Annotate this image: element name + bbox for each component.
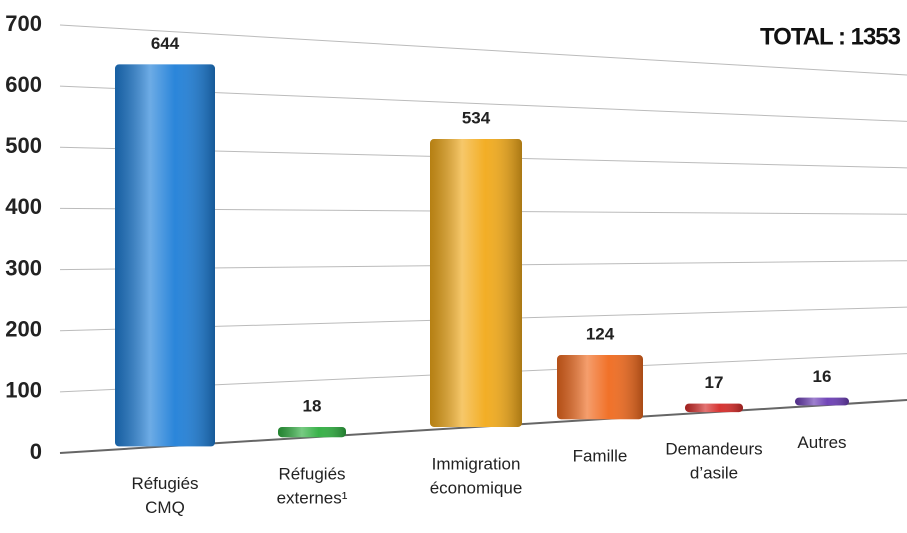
value-label: 534 [462, 109, 491, 128]
y-tick-label: 300 [5, 255, 42, 280]
bar-shine [115, 64, 215, 447]
bar-shine [278, 427, 346, 438]
grid-line [59, 24, 907, 76]
total-annotation: TOTAL : 1353 [760, 23, 901, 50]
bar-shine [685, 403, 743, 413]
y-tick-label: 400 [5, 194, 42, 219]
value-label: 16 [813, 367, 832, 386]
x-tick-label: externes¹ [277, 489, 348, 508]
y-tick-label: 0 [30, 439, 42, 464]
y-tick-label: 600 [5, 72, 42, 97]
value-label: 18 [303, 396, 322, 415]
x-tick-label: Réfugiés [278, 465, 345, 484]
value-label: 124 [586, 325, 615, 344]
x-tick-label: d’asile [690, 464, 738, 483]
x-tick-label: Autres [797, 433, 846, 452]
x-tick-label: CMQ [145, 498, 185, 517]
value-label: 644 [151, 34, 180, 53]
bar-shine [557, 355, 643, 420]
y-tick-label: 500 [5, 133, 42, 158]
x-tick-label: Réfugiés [131, 474, 198, 493]
x-tick-label: Famille [573, 447, 628, 466]
value-label: 17 [705, 373, 724, 392]
bar-shine [430, 139, 522, 427]
bar-shine [795, 397, 849, 406]
x-tick-label: Demandeurs [665, 440, 762, 459]
x-tick-label: Immigration [432, 454, 521, 473]
x-tick-label: économique [430, 478, 523, 497]
y-tick-label: 100 [5, 378, 42, 403]
y-tick-label: 700 [5, 11, 42, 36]
y-tick-label: 200 [5, 317, 42, 342]
